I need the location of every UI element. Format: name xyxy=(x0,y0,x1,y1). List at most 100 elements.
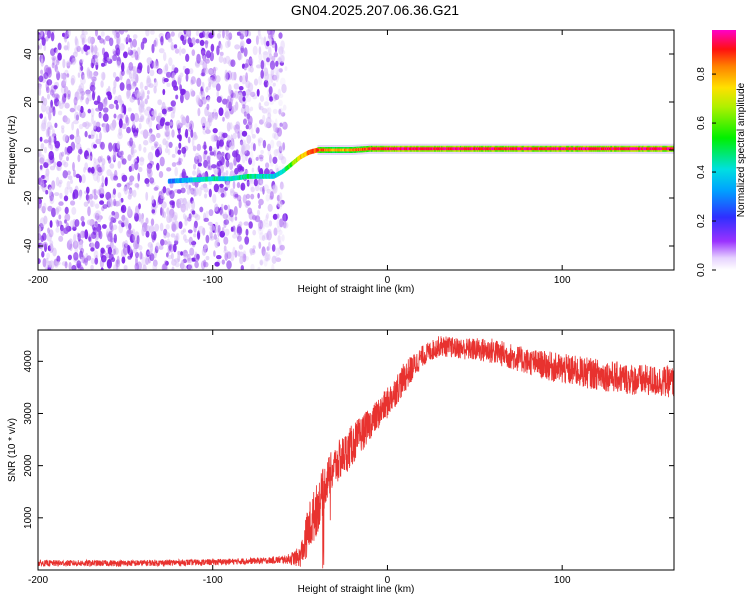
noise-blob xyxy=(265,252,269,262)
noise-blob xyxy=(74,219,80,227)
noise-blob xyxy=(243,118,247,125)
noise-blob xyxy=(130,112,135,122)
noise-blob xyxy=(266,188,272,194)
noise-blob xyxy=(213,183,220,193)
noise-blob xyxy=(178,221,183,230)
noise-blob xyxy=(45,36,49,42)
noise-blob xyxy=(79,96,84,101)
noise-blob xyxy=(278,54,285,64)
noise-blob xyxy=(203,261,209,268)
noise-blob xyxy=(204,40,209,45)
noise-blob xyxy=(255,64,262,69)
noise-blob xyxy=(80,90,86,96)
noise-blob xyxy=(280,77,286,86)
noise-blob xyxy=(48,229,54,238)
noise-blob xyxy=(266,213,269,220)
noise-blob xyxy=(268,53,273,60)
noise-blob xyxy=(147,151,154,162)
noise-blob xyxy=(83,201,89,207)
noise-blob xyxy=(151,231,157,241)
noise-blob xyxy=(191,241,197,246)
noise-blob xyxy=(191,137,195,148)
noise-blob xyxy=(173,44,178,49)
noise-blob xyxy=(99,131,102,141)
noise-blob xyxy=(61,151,65,157)
noise-blob xyxy=(195,38,200,44)
noise-blob xyxy=(64,102,70,109)
noise-blob xyxy=(58,179,63,185)
noise-blob xyxy=(223,219,230,225)
noise-blob xyxy=(212,147,218,154)
noise-blob xyxy=(154,79,158,88)
noise-blob xyxy=(133,112,140,123)
noise-blob xyxy=(192,134,198,141)
noise-blob xyxy=(123,37,130,43)
noise-blob xyxy=(155,148,160,158)
noise-blob xyxy=(45,168,50,177)
noise-blob xyxy=(174,189,180,193)
noise-blob xyxy=(55,227,60,233)
noise-blob xyxy=(173,220,180,230)
noise-blob xyxy=(234,44,241,50)
noise-blob xyxy=(121,69,125,76)
noise-blob xyxy=(140,130,146,135)
noise-blob xyxy=(157,69,163,75)
noise-blob xyxy=(272,132,276,139)
noise-blob xyxy=(70,141,76,151)
noise-blob xyxy=(223,211,228,220)
colorbar-tick-label: 0.8 xyxy=(696,67,707,81)
noise-blob xyxy=(136,235,140,245)
y-tick-label: 0 xyxy=(23,147,34,153)
noise-blob xyxy=(102,57,109,64)
noise-blob xyxy=(130,83,135,90)
noise-blob xyxy=(70,200,76,206)
noise-blob xyxy=(203,159,208,169)
noise-blob xyxy=(154,223,160,232)
noise-blob xyxy=(40,69,44,75)
noise-blob xyxy=(116,141,121,150)
noise-blob xyxy=(268,46,272,56)
noise-blob xyxy=(182,198,187,205)
noise-blob xyxy=(140,215,144,225)
noise-blob xyxy=(55,59,60,66)
noise-blob xyxy=(112,224,118,231)
noise-blob xyxy=(225,181,231,189)
noise-blob xyxy=(101,62,105,67)
noise-blob xyxy=(230,226,234,232)
noise-blob xyxy=(38,258,41,264)
noise-blob xyxy=(60,125,65,130)
noise-blob xyxy=(64,219,67,224)
noise-blob xyxy=(153,60,158,69)
noise-blob xyxy=(134,212,140,222)
noise-blob xyxy=(214,240,219,248)
noise-blob xyxy=(235,153,241,163)
noise-blob xyxy=(53,161,57,168)
noise-blob xyxy=(122,186,127,192)
noise-blob xyxy=(125,78,131,89)
noise-blob xyxy=(152,61,156,69)
noise-blob xyxy=(113,99,119,105)
noise-blob xyxy=(38,87,42,96)
noise-blob xyxy=(148,225,155,234)
noise-blob xyxy=(248,157,253,165)
noise-blob xyxy=(63,86,69,95)
noise-blob xyxy=(129,175,135,182)
noise-blob xyxy=(105,124,111,132)
noise-blob xyxy=(245,193,251,199)
noise-blob xyxy=(280,112,286,117)
noise-blob xyxy=(117,115,120,121)
noise-blob xyxy=(71,57,77,64)
noise-blob xyxy=(252,245,256,250)
noise-blob xyxy=(172,243,177,253)
noise-blob xyxy=(233,157,237,166)
noise-blob xyxy=(116,255,120,265)
noise-blob xyxy=(145,257,150,265)
noise-blob xyxy=(279,183,285,189)
noise-blob xyxy=(133,240,139,250)
noise-blob xyxy=(74,240,78,250)
noise-blob xyxy=(121,62,125,72)
noise-blob xyxy=(81,94,85,101)
noise-blob xyxy=(214,225,219,233)
noise-blob xyxy=(85,97,89,105)
